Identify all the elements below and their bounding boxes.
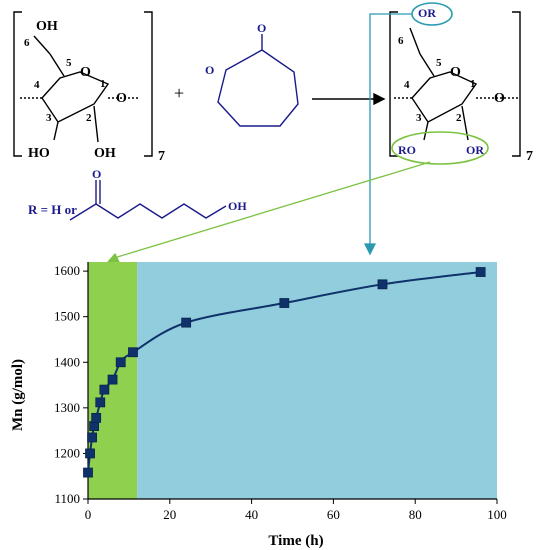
y-tick-label: 1100: [54, 491, 80, 506]
repeat-subscript: 7: [158, 149, 165, 164]
glucose-ring: [41, 71, 110, 123]
y-tick-labels: 1100 1200 1300 1400 1500 1600: [54, 263, 80, 506]
product-ring-number-2: 2: [456, 112, 462, 124]
data-point: [91, 412, 102, 423]
y-tick-label: 1600: [54, 263, 80, 278]
y-axis-title: Mn (g/mol): [10, 359, 26, 431]
plus-sign: +: [174, 83, 184, 103]
ring-number-5: 5: [66, 57, 72, 69]
y-tick-label: 1300: [54, 400, 80, 415]
lactone-ring-oxygen: O: [205, 63, 214, 77]
hydroxyhexanoyl-chain: [69, 180, 227, 221]
data-point: [95, 397, 106, 408]
x-axis-title: Time (h): [268, 533, 323, 549]
y-tick-label: 1200: [54, 445, 80, 460]
product-ring-oxygen: O: [450, 65, 461, 80]
ring-number-6: 6: [24, 37, 30, 49]
green-connector: [106, 161, 431, 263]
product-right-bracket: [512, 11, 521, 157]
right-bracket: [144, 11, 153, 157]
product-c6-ester: OR: [418, 6, 436, 20]
shaded-regions: [88, 262, 497, 499]
reaction-arrow: [312, 92, 386, 106]
teal-connector: [363, 13, 412, 256]
data-point: [475, 267, 486, 277]
data-point: [83, 467, 93, 478]
left-bracket: [13, 11, 22, 157]
data-point: [181, 317, 192, 328]
r-definition: R = H or: [28, 202, 77, 217]
product-ring-number-1: 1: [470, 78, 476, 90]
data-point: [85, 448, 95, 459]
x-tick-label: 60: [327, 507, 340, 522]
x-tick-label: 80: [409, 507, 422, 522]
product-ring-number-3: 3: [416, 112, 422, 124]
product-ring: [411, 71, 478, 123]
axes: [83, 262, 498, 504]
c2c3-highlight-ellipse: [391, 131, 489, 165]
y-tick-label: 1500: [54, 309, 80, 324]
data-point: [279, 298, 290, 308]
glycosidic-oxygen: O: [116, 91, 127, 106]
ring-number-3: 3: [46, 112, 52, 124]
c2-hydroxyl: OH: [94, 146, 116, 161]
ring-number-1: 1: [100, 78, 106, 90]
ring-number-4: 4: [34, 79, 40, 91]
data-point: [99, 384, 110, 395]
product-ring-number-4: 4: [404, 79, 410, 91]
data-point: [115, 357, 126, 368]
data-point: [89, 421, 100, 431]
chain-carbonyl-oxygen: O: [92, 167, 101, 181]
x-tick-label: 0: [85, 507, 92, 522]
product-ring-number-5: 5: [436, 57, 442, 69]
product-glycosidic-oxygen: O: [494, 91, 505, 106]
data-points: [83, 267, 486, 478]
y-tick-label: 1400: [54, 354, 80, 369]
chain-terminal-hydroxyl: OH: [228, 199, 247, 213]
x-tick-label: 20: [163, 507, 176, 522]
mn-vs-time-chart: 1100 1200 1300 1400 1500 1600 0 20 40 60 80 100 Ti…: [10, 262, 507, 549]
data-point: [128, 347, 138, 358]
product-c2-ester: OR: [466, 143, 484, 157]
reactant-glucose-unit: [13, 11, 153, 157]
data-point: [87, 432, 97, 443]
caprolactone: [217, 34, 299, 127]
data-point: [107, 374, 118, 385]
c6-hydroxyl: OH: [36, 19, 58, 34]
c3-hydroxyl: HO: [28, 146, 50, 161]
product-unit: [389, 11, 521, 157]
lactone-ring: [217, 49, 299, 127]
x-tick-label: 40: [245, 507, 258, 522]
product-ring-number-6: 6: [398, 35, 404, 47]
x-tick-label: 100: [487, 507, 507, 522]
ring-oxygen: O: [80, 65, 91, 80]
product-left-bracket: [389, 11, 398, 157]
data-point: [377, 279, 388, 290]
product-repeat-subscript: 7: [526, 149, 533, 164]
product-c3-ester: RO: [398, 143, 416, 157]
lactone-carbonyl-oxygen: O: [257, 21, 266, 35]
shaded-region-1: [137, 262, 497, 499]
ring-number-2: 2: [86, 112, 92, 124]
x-tick-labels: 0 20 40 60 80 100: [85, 507, 507, 522]
